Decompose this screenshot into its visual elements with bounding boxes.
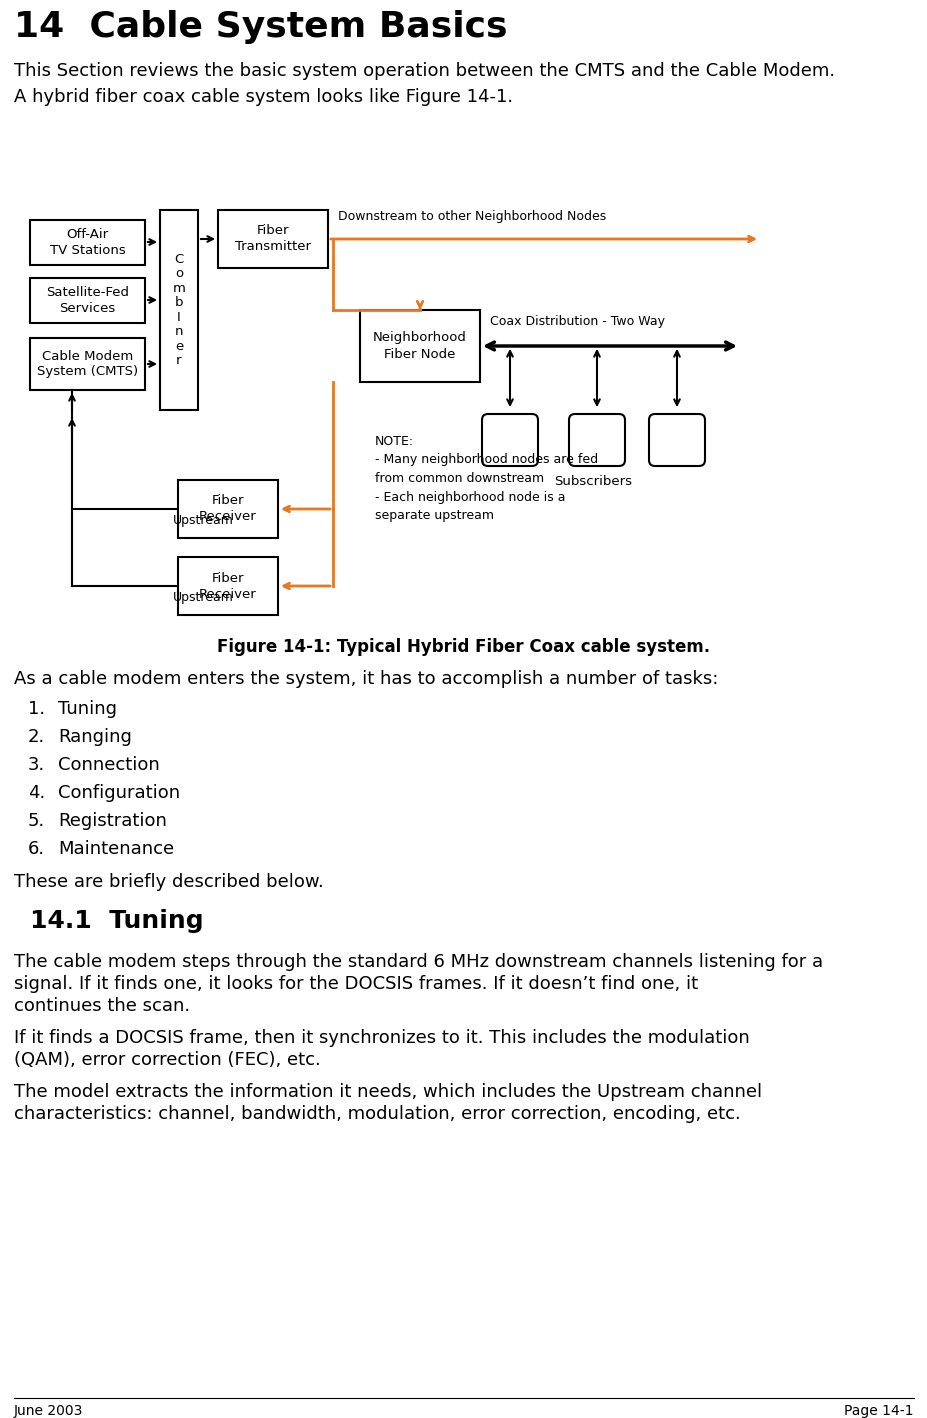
Text: Neighborhood
Fiber Node: Neighborhood Fiber Node: [373, 332, 466, 360]
FancyBboxPatch shape: [568, 414, 624, 467]
Text: Off-Air
TV Stations: Off-Air TV Stations: [49, 228, 125, 257]
Text: characteristics: channel, bandwidth, modulation, error correction, encoding, etc: characteristics: channel, bandwidth, mod…: [14, 1105, 740, 1123]
Text: Configuration: Configuration: [57, 784, 180, 803]
Text: Coax Distribution - Two Way: Coax Distribution - Two Way: [489, 315, 665, 328]
Text: 14  Cable System Basics: 14 Cable System Basics: [14, 10, 507, 44]
Bar: [30, 337, 145, 390]
Text: 1.: 1.: [28, 700, 45, 718]
Text: 5.: 5.: [28, 813, 45, 830]
Text: Maintenance: Maintenance: [57, 839, 174, 858]
Text: Fiber
Transmitter: Fiber Transmitter: [235, 224, 311, 254]
Text: Downstream to other Neighborhood Nodes: Downstream to other Neighborhood Nodes: [337, 210, 605, 223]
Bar: [30, 278, 145, 323]
Bar: [30, 220, 145, 265]
Text: 3.: 3.: [28, 756, 45, 774]
Text: Cable Modem
System (CMTS): Cable Modem System (CMTS): [37, 349, 138, 379]
Text: Ranging: Ranging: [57, 727, 132, 746]
Text: Satellite-Fed
Services: Satellite-Fed Services: [46, 286, 129, 315]
Text: These are briefly described below.: These are briefly described below.: [14, 873, 324, 891]
Text: Fiber
Receiver: Fiber Receiver: [199, 495, 257, 523]
Text: The model extracts the information it needs, which includes the Upstream channel: The model extracts the information it ne…: [14, 1083, 761, 1100]
Text: Upstream: Upstream: [172, 591, 234, 604]
Text: 4.: 4.: [28, 784, 45, 803]
Bar: [178, 557, 278, 615]
Text: 6.: 6.: [28, 839, 45, 858]
Text: NOTE:
- Many neighborhood nodes are fed
from common downstream
- Each neighborho: NOTE: - Many neighborhood nodes are fed …: [375, 435, 598, 522]
Text: Tuning: Tuning: [57, 700, 117, 718]
Bar: [360, 311, 479, 381]
Text: Subscribers: Subscribers: [554, 475, 632, 488]
Text: signal. If it finds one, it looks for the DOCSIS frames. If it doesn’t find one,: signal. If it finds one, it looks for th…: [14, 976, 697, 993]
FancyBboxPatch shape: [481, 414, 538, 467]
Text: Upstream: Upstream: [172, 513, 234, 527]
Text: C
o
m
b
I
n
e
r: C o m b I n e r: [172, 252, 185, 367]
Text: June 2003: June 2003: [14, 1404, 83, 1418]
Text: 14.1  Tuning: 14.1 Tuning: [30, 909, 203, 933]
Text: If it finds a DOCSIS frame, then it synchronizes to it. This includes the modula: If it finds a DOCSIS frame, then it sync…: [14, 1029, 749, 1046]
Text: The cable modem steps through the standard 6 MHz downstream channels listening f: The cable modem steps through the standa…: [14, 953, 822, 971]
Text: Registration: Registration: [57, 813, 167, 830]
Bar: [218, 210, 327, 268]
Text: As a cable modem enters the system, it has to accomplish a number of tasks:: As a cable modem enters the system, it h…: [14, 669, 717, 688]
Text: This Section reviews the basic system operation between the CMTS and the Cable M: This Section reviews the basic system op…: [14, 62, 834, 79]
FancyBboxPatch shape: [648, 414, 705, 467]
Text: 2.: 2.: [28, 727, 45, 746]
Bar: [178, 481, 278, 537]
Text: Figure 14-1: Typical Hybrid Fiber Coax cable system.: Figure 14-1: Typical Hybrid Fiber Coax c…: [217, 638, 710, 657]
Text: (QAM), error correction (FEC), etc.: (QAM), error correction (FEC), etc.: [14, 1051, 321, 1069]
Bar: [159, 210, 197, 410]
Text: Page 14-1: Page 14-1: [844, 1404, 913, 1418]
Text: Connection: Connection: [57, 756, 159, 774]
Text: Fiber
Receiver: Fiber Receiver: [199, 571, 257, 600]
Text: A hybrid fiber coax cable system looks like Figure 14-1.: A hybrid fiber coax cable system looks l…: [14, 88, 513, 106]
Text: continues the scan.: continues the scan.: [14, 997, 190, 1015]
